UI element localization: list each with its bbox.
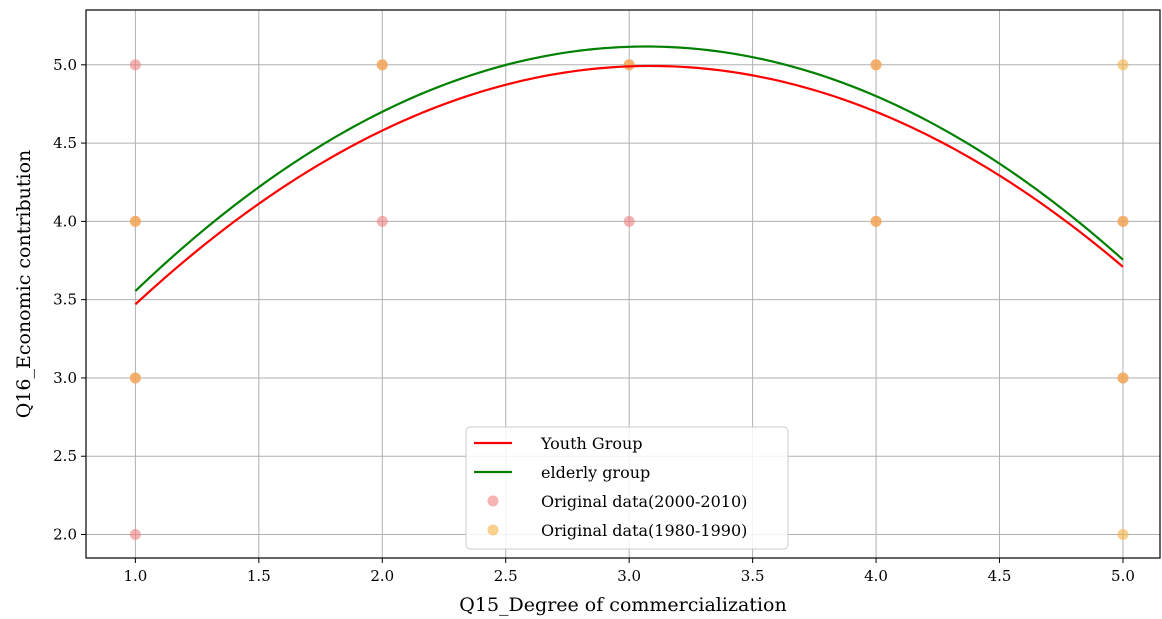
- x-tick-label: 5.0: [1111, 567, 1135, 585]
- y-axis-ticks: 2.0 2.5 3.0 3.5 4.0 4.5 5.0: [53, 56, 86, 544]
- series-line: [134, 64, 1124, 306]
- scatter-point: [623, 215, 635, 227]
- y-tick-label: 2.5: [53, 447, 77, 465]
- x-axis-ticks: 1.0 1.5 2.0 2.5 3.0 3.5 4.0 4.5 5.0: [123, 558, 1135, 585]
- y-tick-label: 5.0: [53, 56, 77, 74]
- y-tick-label: 2.0: [53, 526, 77, 544]
- series-layer: [129, 45, 1129, 541]
- scatter-point: [1117, 59, 1129, 71]
- scatter-point: [376, 215, 388, 227]
- legend-marker-swatch: [487, 495, 499, 507]
- scatter-point: [870, 59, 882, 71]
- x-tick-label: 4.5: [988, 567, 1012, 585]
- legend-box: [465, 426, 789, 550]
- scatter-point: [376, 59, 388, 71]
- scatter-point: [129, 59, 141, 71]
- y-axis-label: Q16_Economic contribution: [13, 150, 35, 419]
- legend-label: Original data(1980-1990): [541, 521, 747, 540]
- legend-marker-swatch: [487, 524, 499, 536]
- scatter-point: [870, 215, 882, 227]
- scatter-point: [1117, 529, 1129, 541]
- y-tick-label: 3.0: [53, 369, 77, 387]
- y-tick-label: 3.5: [53, 291, 77, 309]
- y-tick-label: 4.0: [53, 212, 77, 230]
- scatter-point: [1117, 215, 1129, 227]
- x-tick-label: 1.0: [123, 567, 147, 585]
- y-tick-label: 4.5: [53, 134, 77, 152]
- x-tick-label: 2.0: [370, 567, 394, 585]
- legend: Youth Group elderly group Original data(20…: [465, 426, 789, 550]
- scatter-point: [129, 372, 141, 384]
- legend-label: elderly group: [541, 463, 650, 482]
- plot-frame: [85, 9, 1161, 559]
- legend-label: Youth Group: [540, 434, 643, 453]
- scatter-point: [129, 215, 141, 227]
- legend-label: Original data(2000-2010): [541, 492, 747, 511]
- x-tick-label: 1.5: [247, 567, 271, 585]
- x-axis-label: Q15_Degree of commercialization: [459, 594, 786, 616]
- scatter-point: [1117, 372, 1129, 384]
- x-tick-label: 4.0: [864, 567, 888, 585]
- x-tick-label: 3.5: [741, 567, 765, 585]
- x-tick-label: 2.5: [494, 567, 518, 585]
- x-tick-label: 3.0: [617, 567, 641, 585]
- scatter-point: [623, 59, 635, 71]
- series-line: [134, 45, 1124, 292]
- scatter-point: [129, 529, 141, 541]
